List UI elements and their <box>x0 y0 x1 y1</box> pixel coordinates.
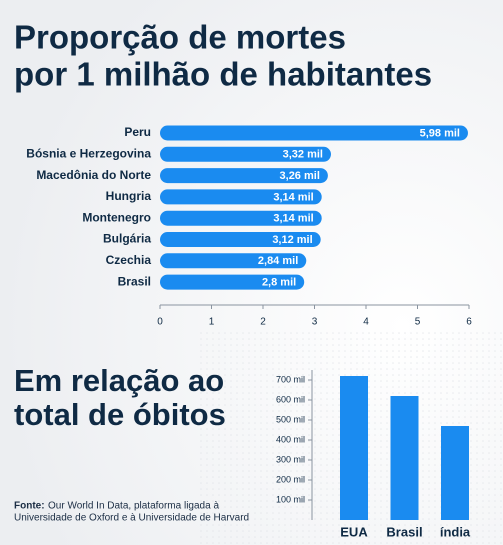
y-tick-label: 300 mil <box>276 454 305 464</box>
chart-title: Proporção de mortes <box>14 19 346 56</box>
bar <box>160 168 328 184</box>
bar <box>160 274 305 290</box>
value-label: 3,14 mil <box>273 213 313 225</box>
x-tick-label: 4 <box>363 317 369 328</box>
value-label: 3,32 mil <box>283 149 323 161</box>
y-tick-label: 700 mil <box>276 374 305 384</box>
chart-title: Em relação ao <box>14 363 224 398</box>
bar <box>160 253 307 269</box>
bar <box>340 376 368 520</box>
x-tick-label: índia <box>440 524 471 539</box>
source-text: Our World In Data, plataforma ligada à <box>48 501 219 512</box>
source-text: Universidade de Oxford e à Universidade … <box>14 513 249 524</box>
category-label: Hungria <box>106 189 152 203</box>
bar <box>160 125 468 141</box>
category-label: Czechia <box>106 253 152 267</box>
y-tick-label: 600 mil <box>276 394 305 404</box>
category-label: Bósnia e Herzegovina <box>26 146 151 160</box>
x-tick-label: Brasil <box>386 524 422 539</box>
value-label: 2,8 mil <box>262 277 296 289</box>
bar <box>390 396 419 520</box>
category-label: Macedônia do Norte <box>36 168 151 182</box>
x-tick-label: 0 <box>157 317 163 328</box>
chart-title: total de óbitos <box>14 397 226 432</box>
y-tick-label: 200 mil <box>276 474 305 484</box>
chart-title: por 1 milhão de habitantes <box>14 56 432 93</box>
x-tick-label: 6 <box>466 317 472 328</box>
value-label: 3,14 mil <box>273 191 313 203</box>
value-label: 3,26 mil <box>280 170 320 182</box>
category-label: Bulgária <box>103 232 151 246</box>
source-label: Fonte: <box>14 501 45 512</box>
category-label: Brasil <box>118 274 151 288</box>
bar <box>160 232 321 247</box>
value-label: 2,84 mil <box>258 255 298 267</box>
x-tick-label: EUA <box>340 524 368 539</box>
category-label: Montenegro <box>82 210 151 224</box>
x-tick-label: 3 <box>312 317 318 328</box>
x-tick-label: 2 <box>260 317 266 328</box>
category-label: Peru <box>124 125 151 139</box>
value-label: 5,98 mil <box>420 127 460 139</box>
y-tick-label: 400 mil <box>276 434 305 444</box>
bar <box>160 189 322 205</box>
bar <box>160 146 331 162</box>
x-tick-label: 1 <box>209 317 215 328</box>
value-label: 3,12 mil <box>272 234 312 246</box>
bar <box>441 426 469 520</box>
y-tick-label: 500 mil <box>276 414 305 424</box>
y-tick-label: 100 mil <box>276 494 305 504</box>
bar <box>160 210 322 226</box>
x-tick-label: 5 <box>415 317 421 328</box>
